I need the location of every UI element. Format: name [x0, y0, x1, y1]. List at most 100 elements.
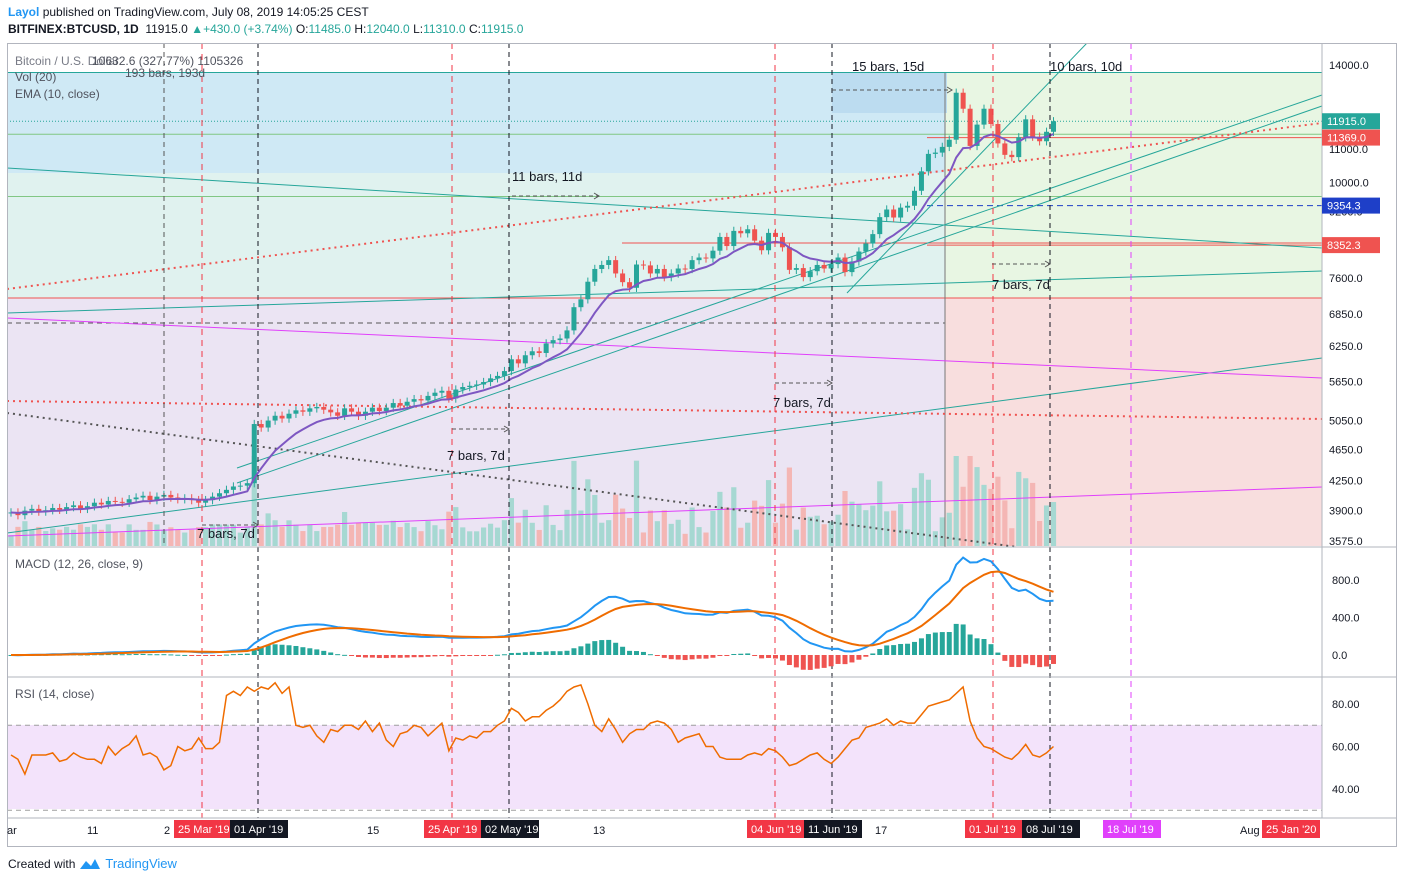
volume-bar	[1037, 520, 1043, 546]
candle-body	[946, 139, 952, 147]
volume-bar	[731, 487, 737, 546]
volume-bar	[126, 524, 132, 546]
volume-bar	[15, 526, 21, 546]
macd-hist-bar	[793, 655, 799, 668]
macd-hist-bar	[960, 624, 966, 655]
rsi-tick-label: 80.00	[1332, 699, 1360, 711]
macd-hist-bar	[335, 654, 341, 656]
high-label: H:	[354, 22, 367, 36]
volume-bar	[849, 501, 855, 546]
candle-body	[967, 108, 973, 146]
candle-body	[689, 260, 695, 269]
date-marker-box	[230, 820, 288, 838]
macd-hist-bar	[362, 655, 368, 658]
candle-body	[133, 497, 139, 500]
volume-bar	[481, 527, 487, 546]
macd-lines	[10, 556, 1054, 657]
published-text: published on TradingView.com, July 08, 2…	[42, 5, 369, 19]
macd-hist-bar	[1002, 655, 1008, 661]
candle-body	[821, 264, 827, 269]
macd-hist-bar	[182, 654, 188, 656]
price-tick-label: 4250.0	[1329, 476, 1363, 488]
macd-tick-label: 400.0	[1332, 613, 1360, 625]
volume-bar	[682, 533, 688, 546]
volume-bar	[446, 511, 452, 546]
candle-body	[627, 282, 633, 288]
candle-body	[696, 257, 702, 261]
author-name[interactable]: Layol	[8, 5, 40, 19]
macd-hist-bar	[349, 655, 355, 656]
candle-body	[682, 268, 688, 270]
volume-bar	[77, 524, 84, 546]
arrow-head-icon	[252, 521, 259, 529]
candle-body	[592, 268, 598, 282]
candle-body	[78, 505, 83, 509]
macd-hist-bar	[425, 655, 431, 657]
macd-hist-bar	[731, 654, 737, 656]
candle-body	[884, 209, 890, 218]
legend: Bitcoin / U.S. Dollar 10632.6 (327.77%) …	[15, 54, 244, 701]
macd-hist-bar	[599, 640, 605, 655]
volume-bar	[168, 527, 174, 546]
volume-bar	[870, 505, 876, 546]
range-annotation: 15 bars, 15d	[852, 59, 924, 74]
volume-bar	[863, 510, 869, 546]
time-tick-label: Aug	[1240, 825, 1260, 837]
candle-body	[376, 407, 382, 412]
candle-body	[119, 501, 125, 503]
rsi-line	[7, 681, 1322, 811]
volume-bar	[828, 521, 834, 546]
volume-bar	[425, 521, 431, 546]
volume-bar	[1050, 502, 1057, 546]
volume-bar	[1043, 505, 1050, 546]
candle-body	[36, 508, 42, 512]
candle-body	[126, 499, 132, 503]
candle-body	[481, 382, 487, 385]
macd-hist-bar	[842, 655, 848, 665]
price-axis[interactable]: 14000.011000.010000.09200.07600.06850.06…	[1322, 60, 1380, 796]
candle-body	[898, 207, 904, 218]
macd-hist-bar	[550, 651, 556, 655]
candle-body	[140, 495, 146, 498]
volume-bar	[529, 522, 535, 546]
rsi-line	[10, 681, 1055, 777]
trading-chart[interactable]: 15 bars, 15d 10 bars, 10d 11 bars, 11d 7 ba…	[7, 43, 1397, 848]
tradingview-logo-icon[interactable]	[79, 857, 101, 871]
candle-body	[786, 247, 792, 270]
close-label: C:	[468, 22, 481, 36]
volume-bar	[911, 487, 918, 546]
candle-body	[495, 375, 500, 379]
candle-body	[981, 108, 987, 125]
candle-body	[856, 251, 862, 262]
volume-bar	[703, 532, 709, 546]
volume-bar	[397, 527, 403, 546]
date-marker-text: 25 Mar '19	[178, 824, 230, 836]
candle-body	[640, 264, 646, 266]
candle-body	[766, 232, 772, 251]
candle-body	[515, 359, 521, 364]
macd-hist-bar	[953, 623, 959, 655]
macd-hist-bar	[634, 651, 639, 655]
price-tick-label: 3900.0	[1329, 506, 1363, 518]
macd-hist-bar	[432, 655, 438, 657]
time-axis[interactable]: 25 Mar '19 01 Apr '19 25 Apr '19 02 May '19…	[7, 820, 1320, 838]
volume-bar	[710, 511, 716, 546]
macd-hist-bar	[710, 655, 716, 658]
macd-hist-bar	[898, 643, 904, 655]
macd-hist-bar	[863, 655, 869, 657]
macd-hist-bar	[578, 646, 584, 655]
macd-hist-bar	[724, 655, 730, 656]
candle-body	[557, 338, 563, 341]
date-marker-box	[481, 820, 539, 838]
date-marker-text: 04 Jun '19	[751, 824, 801, 836]
candle-body	[91, 502, 97, 507]
volume-bar	[1016, 471, 1022, 546]
volume-bar	[348, 524, 355, 546]
volume-bar	[50, 528, 56, 546]
publish-info: Layol published on TradingView.com, July…	[8, 5, 369, 19]
date-marker-text: 18 Jul '19	[1107, 824, 1154, 836]
candle-body	[647, 265, 653, 274]
brand-name[interactable]: TradingView	[105, 856, 177, 871]
volume-bar	[536, 529, 542, 546]
volume-bar	[738, 527, 744, 546]
